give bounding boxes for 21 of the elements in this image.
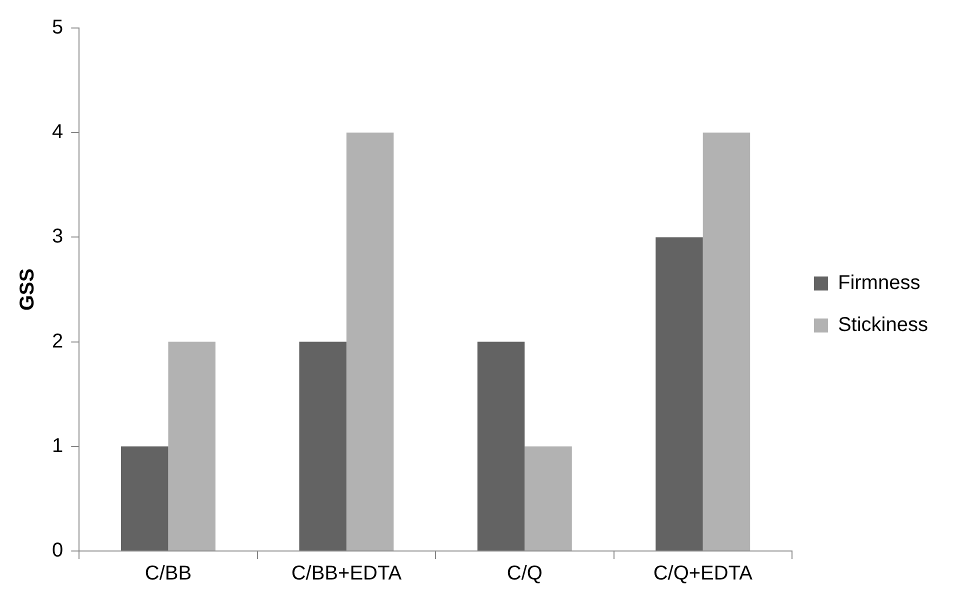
bar (299, 342, 346, 550)
x-tick-label: C/BB+EDTA (291, 562, 402, 585)
y-tick-label: 3 (52, 226, 64, 248)
y-axis-title: GSS (16, 268, 39, 311)
x-tick-label: C/BB (144, 562, 192, 585)
y-tick-label: 2 (52, 330, 64, 352)
bar (702, 132, 750, 550)
bar (121, 446, 168, 550)
x-tick-label: C/Q+EDTA (653, 562, 754, 585)
bar (168, 342, 216, 550)
y-tick-label: 0 (52, 540, 64, 562)
bar (346, 132, 394, 550)
bar (656, 237, 703, 550)
y-tick-label: 5 (52, 16, 64, 39)
legend-label: Firmness (838, 272, 920, 294)
y-tick-label: 4 (52, 121, 64, 144)
x-tick-label: C/Q (506, 562, 542, 585)
y-tick-label: 1 (52, 434, 64, 457)
bar (524, 446, 572, 550)
bar (477, 342, 525, 550)
legend-label: Stickiness (838, 314, 928, 336)
